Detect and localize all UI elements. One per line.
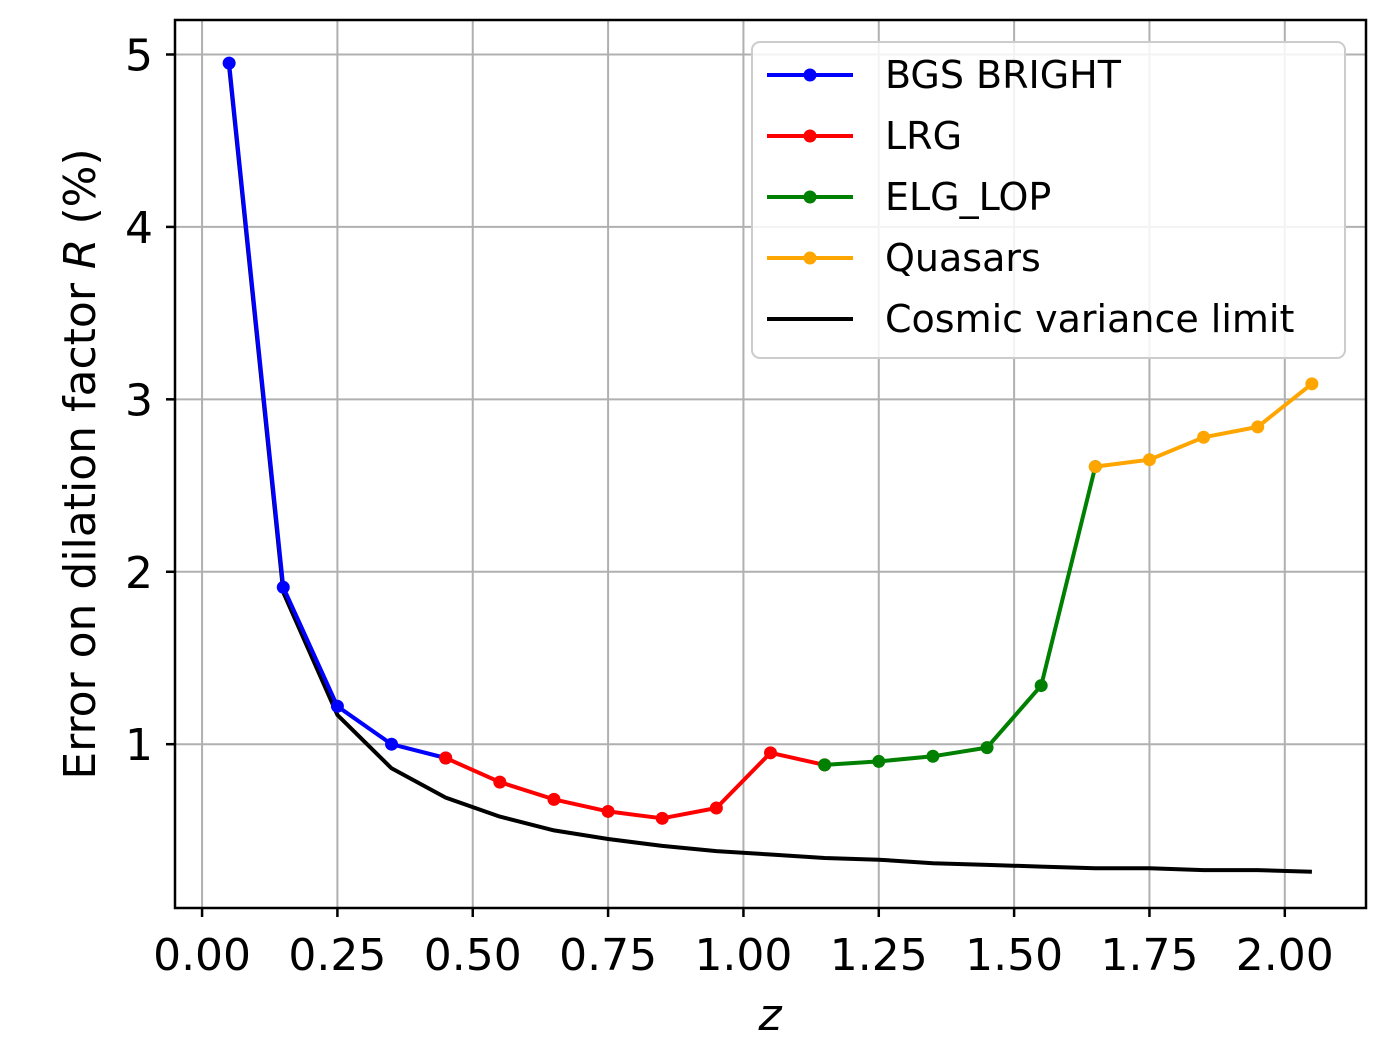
data-point-quasars [1088,460,1102,474]
series-layer [222,56,1319,874]
legend-marker [803,190,817,204]
data-point-lrg [601,804,615,818]
ticks: 0.00 0.25 0.50 0.75 1.00 1.25 1.50 1.75 2.00 1 2 3 4… [125,30,1334,981]
data-point-bgs-bright [330,699,344,713]
data-point-lrg [709,801,723,815]
y-axis-label-variable: R [55,239,106,270]
y-tick-label: 1 [125,720,153,771]
data-point-quasars [1251,420,1265,434]
y-axis-label: Error on dilation factor R (%) [55,148,106,779]
series-lrg [439,746,832,825]
x-tick-label: 0.00 [153,930,251,981]
data-point-elg-lop [872,754,886,768]
legend-item-quasars: Quasars [767,236,1041,280]
legend-marker [803,68,817,82]
legend-label: ELG_LOP [885,175,1051,219]
series-quasars [1088,377,1319,474]
data-point-quasars [1197,430,1211,444]
data-point-bgs-bright [222,56,236,70]
series-cosmic-variance-limit [227,66,1312,874]
data-point-lrg [493,775,507,789]
x-tick-label: 0.25 [288,930,386,981]
y-axis-label-suffix: (%) [55,148,106,238]
data-point-lrg [439,751,453,765]
legend-label: BGS BRIGHT [885,53,1122,97]
data-point-elg-lop [818,758,832,772]
data-point-lrg [655,811,669,825]
legend-marker [803,251,817,265]
legend-item-bgs-bright: BGS BRIGHT [767,53,1122,97]
legend-item-elg-lop: ELG_LOP [767,175,1051,219]
data-point-lrg [547,792,561,806]
series-line-quasars [1095,382,1314,469]
data-point-lrg [764,746,777,760]
legend-item-lrg: LRG [767,114,962,158]
plot-frame [173,18,1368,910]
data-point-quasars [1142,453,1156,467]
data-point-elg-lop [926,749,940,763]
data-point-bgs-bright [385,737,399,751]
series-elg-lop [818,460,1102,772]
y-tick-label: 5 [125,30,153,81]
y-tick-label: 3 [125,375,153,426]
y-tick-label: 2 [125,548,153,599]
data-point-elg-lop [980,741,994,755]
legend-label: Cosmic variance limit [885,297,1294,341]
x-tick-label: 1.75 [1100,930,1198,981]
x-tick-label: 0.50 [424,930,522,981]
legend-box [751,41,1346,359]
x-axis-label: z [757,990,782,1041]
x-tick-label: 1.25 [830,930,928,981]
legend-label: LRG [885,114,962,158]
x-tick-label: 2.00 [1236,930,1334,981]
y-axis-label-prefix: Error on dilation factor [55,269,106,780]
series-line-cosmic-variance-limit [227,66,1312,874]
y-tick-label: 4 [125,203,153,254]
series-line-lrg [444,750,826,821]
legend: BGS BRIGHT LRG ELG_LOP Quasars Cosmic varian… [751,41,1346,359]
x-tick-label: 1.50 [965,930,1063,981]
data-point-bgs-bright [276,580,290,594]
x-tick-label: 0.75 [559,930,657,981]
legend-item-cosmic-variance-limit: Cosmic variance limit [767,297,1294,341]
data-point-quasars [1305,377,1319,391]
x-tick-label: 1.00 [694,930,792,981]
legend-marker [803,129,817,143]
data-point-elg-lop [1034,679,1048,693]
legend-label: Quasars [885,236,1041,280]
series-line-elg-lop [824,466,1098,767]
